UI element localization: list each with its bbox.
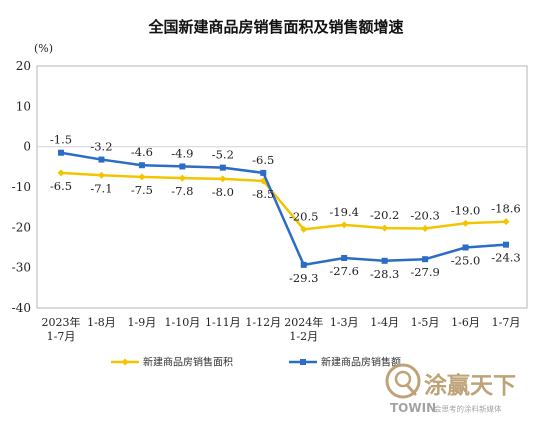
x-tick-label: 1-4月 [370,316,399,329]
data-point-amount [98,156,105,163]
data-label-area: -8.0 [212,185,234,199]
x-tick-label: 2023年 1-7月 [42,315,81,343]
data-point-area [502,218,510,226]
data-point-area [421,225,429,233]
legend-label-area: 新建商品房销售面积 [143,356,233,369]
data-point-area [300,225,308,233]
data-point-area [97,171,105,179]
y-tick-label: -30 [12,261,31,275]
data-label-area: -19.0 [451,203,481,217]
data-label-amount: -4.6 [131,145,153,159]
data-label-amount: -3.2 [90,140,112,154]
legend: 新建商品房销售面积 新建商品房销售额 [111,356,401,369]
data-label-amount: -25.0 [451,254,481,268]
y-tick-label: 10 [16,99,31,113]
data-point-area [57,169,65,177]
x-tick-label: 1-6月 [451,316,480,329]
data-label-area: -7.5 [131,183,153,197]
data-point-amount [341,254,348,261]
y-tick-label: -40 [12,301,31,315]
watermark: 涂赢天下 TOWIN 会思考的涂料新媒体 [385,363,516,415]
y-tick-label: -20 [12,220,31,234]
data-point-amount [138,162,145,169]
series-line-area [60,171,507,231]
data-label-area: -8.5 [252,187,274,201]
legend-marker-amount [300,359,306,365]
legend-label-amount: 新建商品房销售额 [321,356,401,369]
x-tick-label: 1-7月 [492,316,521,329]
data-point-area [178,174,186,182]
data-point-amount [422,256,429,263]
watermark-tagline: 会思考的涂料新媒体 [434,404,502,414]
data-label-amount: -5.2 [212,148,234,162]
watermark-name-en: TOWIN [390,401,436,415]
y-tick-label: -10 [12,180,31,194]
data-point-amount [300,261,307,268]
data-point-amount [462,244,469,251]
x-axis-ticks: 2023年 1-7月 1-8月 1-9月 1-10月 1-11月 1-12月 2024年 1-2… [42,315,521,343]
data-point-amount [381,257,388,264]
data-label-amount: -27.6 [329,264,359,278]
data-label-amount: -1.5 [50,133,72,147]
data-point-amount [58,149,64,156]
x-tick-label: 1-11月 [205,316,241,329]
data-label-area: -19.4 [329,205,359,219]
data-point-amount [260,169,267,176]
data-point-area [462,219,470,227]
data-point-amount [219,164,226,171]
series-line-amount [60,151,507,267]
data-label-amount: -24.3 [491,251,521,265]
x-tick-label: 1-5月 [411,316,440,329]
data-label-amount: -29.3 [289,271,319,285]
chart-title: 全国新建商品房销售面积及销售额增速 [147,18,403,36]
data-label-area: -7.8 [171,184,193,198]
x-tick-label: 2024年 1-2月 [284,315,323,343]
y-tick-label: 0 [23,140,31,154]
legend-marker-area [121,358,129,366]
data-label-area: -6.5 [50,179,72,193]
data-label-area: -20.3 [410,209,440,223]
data-label-amount: -27.9 [410,265,440,279]
data-point-area [138,173,146,181]
y-unit-label: (%) [34,42,53,55]
data-label-amount: -6.5 [252,153,274,167]
data-label-area: -7.1 [90,181,112,195]
x-tick-label: 1-10月 [165,316,201,329]
data-point-amount [503,241,509,248]
y-axis-ticks: 20 10 0 -10 -20 -30 -40 [12,59,31,315]
watermark-name-cn: 涂赢天下 [424,372,516,399]
data-point-area [381,224,389,232]
data-label-area: -18.6 [491,202,521,216]
data-point-amount [179,163,186,170]
data-label-area: -20.5 [289,209,319,223]
series-group: -6.5 -7.1 -7.5 -7.8 -8.0 -8.5-20.5 -19.4 -20.2-… [50,133,521,285]
data-label-amount: -28.3 [370,267,400,281]
plot-frame [36,65,528,309]
data-label-amount: -4.9 [171,146,193,160]
data-label-area: -20.2 [370,208,400,222]
x-tick-label: 1-3月 [330,316,359,329]
data-point-area [219,175,227,183]
x-tick-label: 1-9月 [128,316,157,329]
x-tick-label: 1-8月 [87,316,116,329]
x-tick-label: 1-12月 [245,316,281,329]
towin-logo-icon [385,363,421,399]
data-point-area [340,221,348,229]
y-tick-label: 20 [16,59,31,73]
